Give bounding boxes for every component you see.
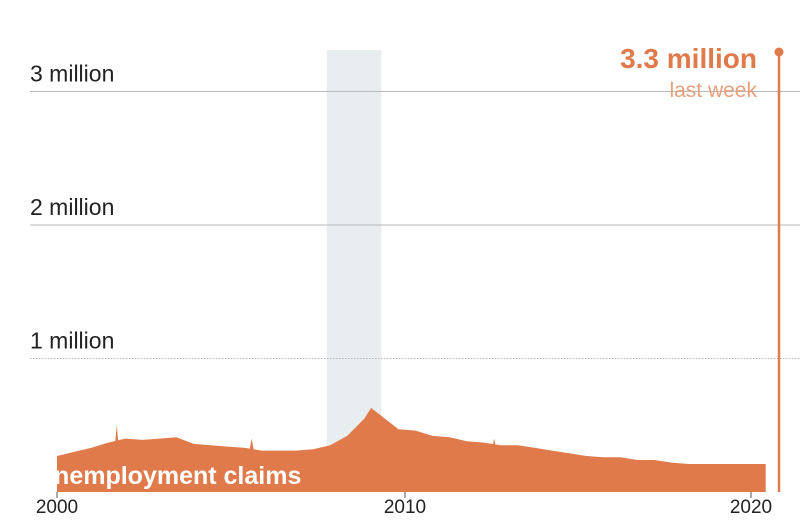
y-tick-label: 1 million xyxy=(30,328,114,354)
claims-spike xyxy=(249,438,255,452)
y-tick-label: 2 million xyxy=(30,194,114,220)
y-tick-label: 3 million xyxy=(30,61,114,87)
claims-spike xyxy=(114,425,120,452)
x-tick-label: 2000 xyxy=(36,497,78,518)
series-label: Unemployment claims xyxy=(36,462,301,490)
x-tick-label: 2010 xyxy=(384,497,426,518)
latest-week-dot xyxy=(774,47,784,57)
claims-spike xyxy=(491,438,497,452)
latest-sub-label: last week xyxy=(669,79,757,102)
claims-area xyxy=(57,407,766,492)
x-tick-label: 2020 xyxy=(730,497,772,518)
latest-value-label: 3.3 million xyxy=(620,43,757,74)
